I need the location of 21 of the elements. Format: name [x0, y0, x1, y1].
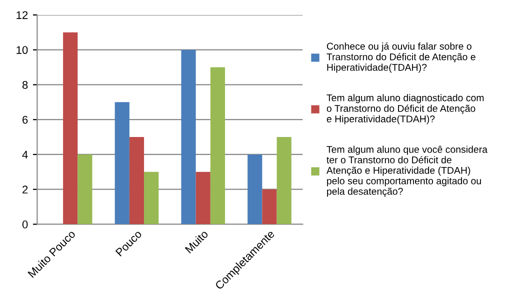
bar	[262, 189, 277, 224]
y-tick-label: 6	[22, 116, 28, 124]
bar	[63, 32, 78, 224]
legend-label: Tem algum aluno diagnosticado com o Transtorno do Déficit de Atenção e Hiperatividade(TDAH)?	[326, 94, 484, 124]
y-tick-label: 10	[16, 46, 28, 54]
legend-label: Tem algum aluno que você considera ter o Transtorno do Déficit de Atenção e Hiperatividade (TDAH) pelo seu comportamento agitado ou pela desatenção?	[326, 146, 488, 197]
bar	[114, 102, 130, 224]
y-tick-label: 0	[22, 220, 28, 228]
bar	[78, 154, 92, 224]
y-tick-label: 8	[22, 80, 28, 89]
bar	[248, 154, 262, 224]
y-tick-label: 4	[22, 150, 28, 159]
bar	[196, 172, 210, 224]
bar	[276, 137, 292, 224]
bar	[181, 50, 196, 224]
y-tick-label: 12	[16, 11, 28, 19]
bar	[210, 67, 226, 224]
bar	[129, 137, 144, 224]
legend-label: Conhece ou já ouviu falar sobre o Transtorno do Déficit de Atenção e Hiperatividade(TDAH)?	[326, 42, 476, 73]
bar	[144, 172, 159, 224]
y-tick-label: 2	[22, 186, 28, 194]
